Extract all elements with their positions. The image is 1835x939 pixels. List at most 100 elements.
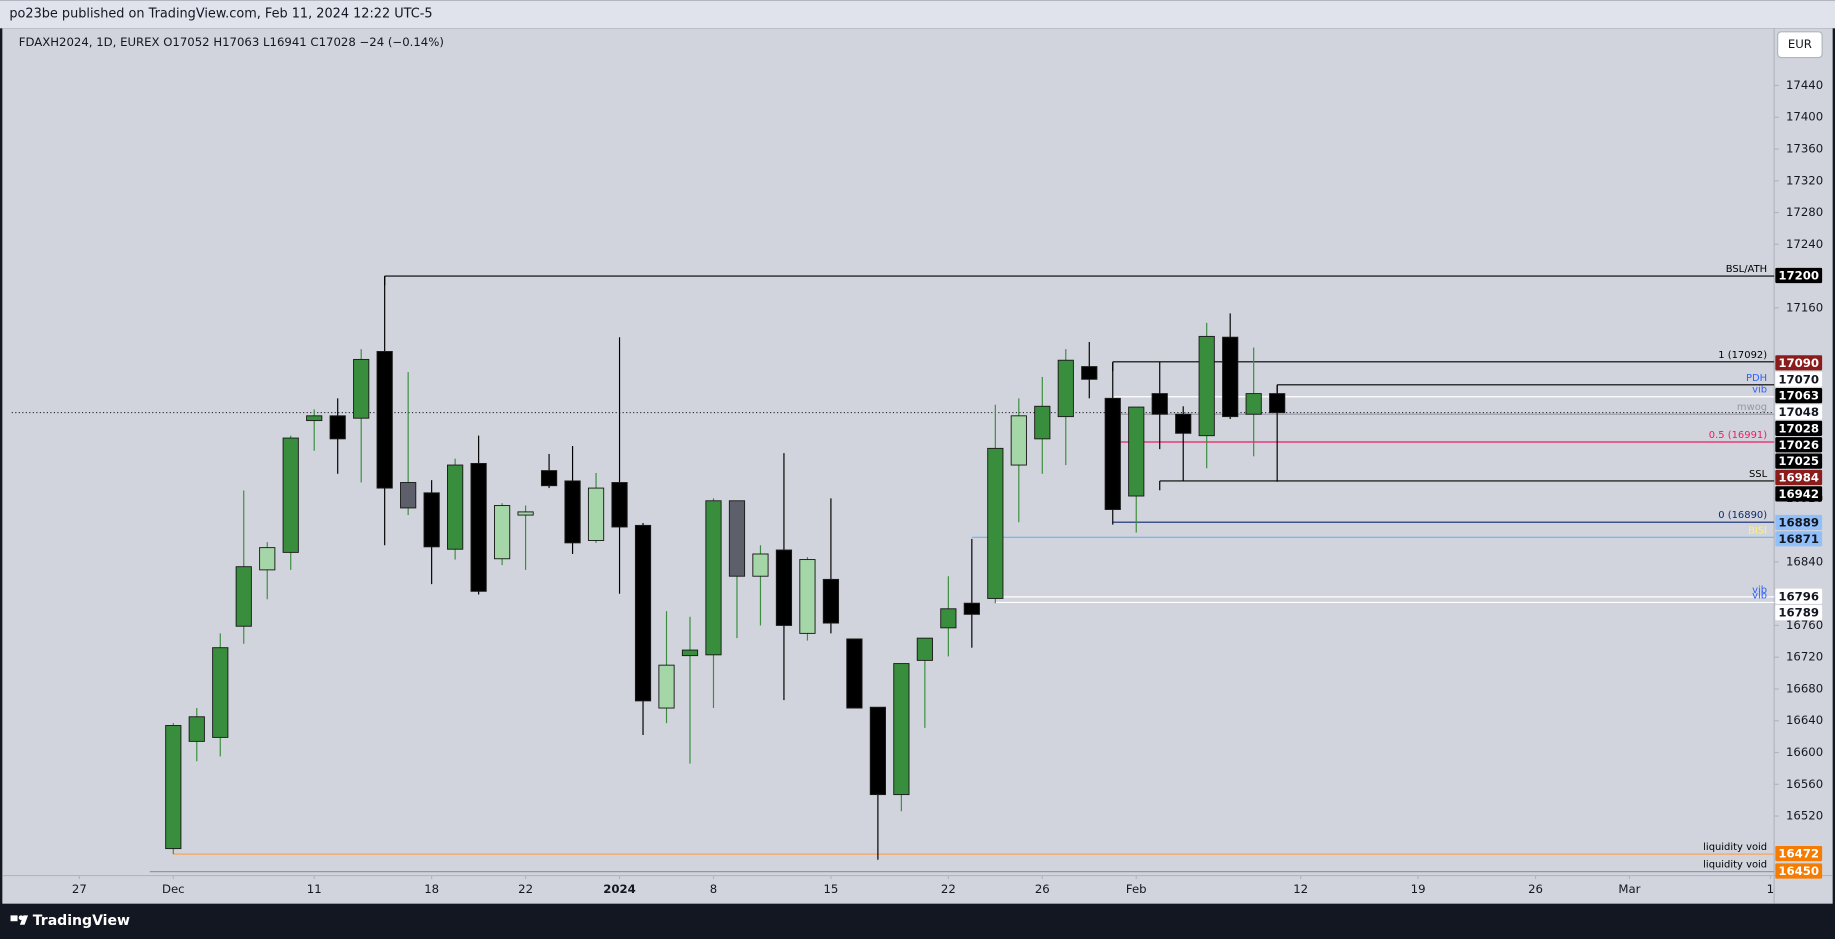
candle-body	[728, 500, 746, 577]
candle-body	[400, 482, 417, 509]
price-label-box	[1775, 469, 1823, 486]
candle-body	[846, 638, 863, 709]
price-label-box	[1775, 514, 1823, 531]
x-tick-label: 2024	[603, 882, 636, 896]
level-label: vib	[1752, 385, 1767, 396]
x-tick-label: Dec	[162, 882, 185, 896]
y-tick-label: 16600	[1786, 745, 1823, 759]
price-label: 17063	[1778, 389, 1819, 403]
price-label: 16789	[1778, 606, 1819, 620]
candle-body	[1222, 336, 1239, 418]
candle-body	[869, 706, 886, 796]
price-label-box	[1775, 371, 1823, 387]
x-tick-label: 26	[1035, 882, 1050, 896]
candle-body	[259, 547, 276, 571]
price-label-box	[1775, 588, 1823, 604]
tv-logo	[10, 915, 29, 925]
candle-body	[1175, 413, 1192, 434]
x-tick-label: 8	[710, 882, 717, 896]
price-label-box	[1775, 453, 1823, 469]
currency-button[interactable]	[1777, 31, 1823, 59]
symbol-legend: FDAXH2024, 1D, EUREX O17052 H17063 L1694…	[19, 35, 444, 49]
price-label-box	[1775, 531, 1823, 547]
candle-body	[893, 663, 910, 796]
price-label: 16472	[1778, 847, 1819, 861]
candle-body	[987, 447, 1004, 599]
level-label: 0 (16890)	[1718, 510, 1767, 521]
chart-area	[2, 28, 1833, 904]
candle-body	[1081, 366, 1098, 380]
candle-body	[494, 505, 511, 560]
x-tick-label: 12	[1293, 882, 1308, 896]
price-label: 16871	[1778, 532, 1819, 546]
candle-body	[658, 664, 675, 709]
candle-body	[188, 716, 205, 742]
publisher: po23be published on TradingView.com, Feb…	[9, 7, 432, 22]
price-label-box	[1775, 404, 1823, 420]
price-label: 17048	[1778, 405, 1819, 419]
candle-body	[1128, 406, 1145, 497]
price-label-box	[1775, 486, 1823, 502]
y-tick-label: 16720	[1786, 650, 1823, 664]
price-label: 16984	[1778, 471, 1819, 485]
candle-body	[235, 566, 252, 627]
candle-body	[1198, 335, 1215, 437]
y-tick-label: 17440	[1786, 78, 1823, 92]
candle-body	[822, 578, 840, 624]
candle-body	[1057, 359, 1074, 418]
currency-label: EUR	[1788, 37, 1812, 51]
level-label: liquidity void	[1703, 842, 1767, 853]
candle-body	[752, 553, 769, 577]
brand: TradingView	[33, 913, 130, 929]
candle-body	[799, 559, 816, 634]
x-tick-label: 22	[941, 882, 956, 896]
candle-body	[353, 358, 370, 419]
x-tick-label: 15	[823, 882, 838, 896]
candle-body	[329, 415, 346, 440]
price-label-box	[1775, 605, 1823, 621]
candle-body	[1151, 393, 1168, 415]
level-label: SSL	[1749, 469, 1768, 480]
y-tick-label: 17400	[1786, 110, 1823, 124]
y-tick-label: 16560	[1786, 777, 1823, 791]
level-label: PDH	[1746, 373, 1767, 384]
candle-body	[1010, 415, 1027, 466]
y-tick-label: 16640	[1786, 713, 1823, 727]
candle-body	[634, 524, 652, 702]
y-tick-label: 17280	[1786, 205, 1823, 219]
price-label: 17026	[1778, 438, 1819, 452]
candle-body	[212, 647, 229, 738]
y-tick-label: 16760	[1786, 618, 1823, 632]
y-tick-label: 16680	[1786, 681, 1823, 695]
x-tick-label: 11	[307, 882, 322, 896]
price-label-box	[1775, 267, 1823, 284]
price-label-box	[1775, 437, 1823, 453]
candle-body	[916, 637, 933, 661]
candle-body	[1269, 393, 1286, 414]
candle-body	[447, 464, 464, 550]
price-label: 17070	[1778, 372, 1819, 386]
candle-body	[282, 437, 299, 553]
x-tick-label: Mar	[1618, 882, 1640, 896]
candle-body	[376, 351, 393, 489]
candle-body	[423, 492, 440, 548]
x-tick-label: 1	[1767, 882, 1774, 896]
price-label-box	[1775, 355, 1823, 371]
price-label: 16942	[1778, 487, 1819, 501]
candle-body	[940, 608, 957, 629]
y-tick-label: 16520	[1786, 809, 1823, 823]
candle-body	[587, 487, 605, 541]
candle-body	[306, 415, 323, 422]
x-tick-label: 26	[1528, 882, 1543, 896]
candle-body	[775, 549, 793, 626]
level-label: mwog	[1737, 402, 1767, 413]
candle-body	[963, 602, 980, 615]
candle-body	[611, 482, 628, 528]
price-label: 16796	[1778, 589, 1819, 603]
y-tick-label: 17160	[1786, 300, 1823, 314]
level-label: vib	[1752, 590, 1767, 601]
candle-body	[470, 462, 487, 592]
level-label: 0.5 (16991)	[1709, 430, 1767, 441]
